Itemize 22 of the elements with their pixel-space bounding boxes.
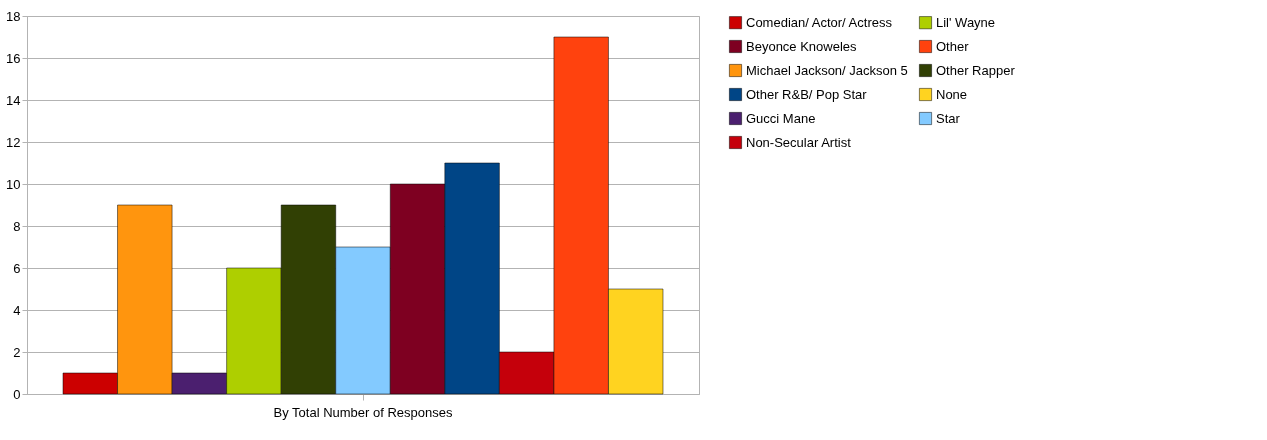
legend-label: Other <box>936 38 970 54</box>
legend-label: Comedian/ Actor/ Actress <box>746 14 893 30</box>
legend-label: Beyonce Knoweles <box>746 38 858 54</box>
y-tick-label: 12 <box>6 134 21 150</box>
legend-label: Michael Jackson/ Jackson 5 <box>746 62 908 78</box>
y-tick-label: 14 <box>6 92 21 108</box>
legend-label: Star <box>936 110 961 126</box>
y-tick-label: 6 <box>13 260 21 276</box>
y-tick-label: 18 <box>6 8 21 24</box>
legend-label: Gucci Mane <box>746 110 816 126</box>
x-tick-label: By Total Number of Responses <box>273 404 453 420</box>
y-tick-label: 0 <box>13 386 21 402</box>
legend-label: Other Rapper <box>936 62 1016 78</box>
legend-label: None <box>936 86 968 102</box>
y-tick-label: 8 <box>13 218 21 234</box>
y-tick-label: 4 <box>13 302 21 318</box>
y-tick-label: 16 <box>6 50 21 66</box>
y-tick-label: 10 <box>6 176 21 192</box>
legend-label: Lil' Wayne <box>936 14 996 30</box>
legend-label: Non-Secular Artist <box>746 134 852 150</box>
y-tick-label: 2 <box>13 344 21 360</box>
legend-label: Other R&B/ Pop Star <box>746 86 868 102</box>
